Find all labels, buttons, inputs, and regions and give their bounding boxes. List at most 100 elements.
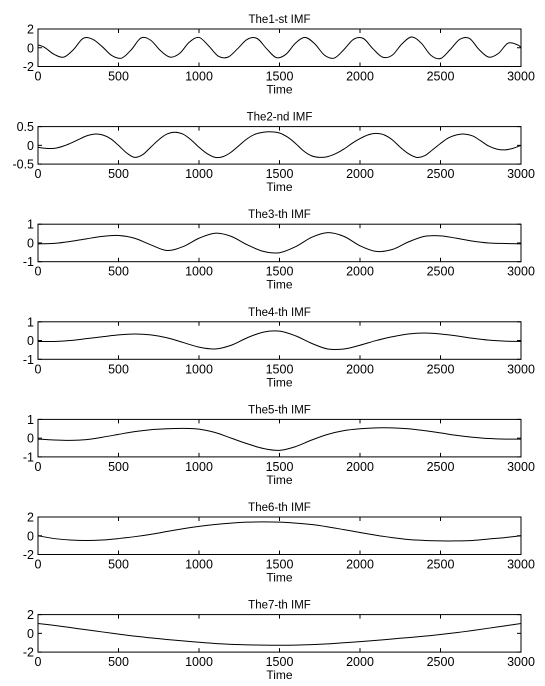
x-tick-label: 1500 [266, 167, 294, 181]
x-tick-label: 1500 [266, 265, 294, 279]
x-axis-label: Time [266, 473, 293, 487]
y-tick-label: 0 [27, 334, 34, 348]
panel-title: The7-th IMF [248, 600, 311, 612]
y-tick-label: 0 [27, 432, 34, 446]
x-tick-label: 3000 [507, 167, 535, 181]
x-tick-label: 1500 [266, 655, 294, 669]
y-tick-label: 1 [27, 413, 34, 427]
x-tick-label: 0 [35, 265, 42, 279]
x-tick-label: 3000 [507, 70, 535, 84]
y-tick-label: -1 [23, 353, 34, 367]
y-tick-label: 0.5 [17, 120, 34, 134]
x-tick-label: 2000 [346, 167, 374, 181]
x-tick-label: 2000 [346, 558, 374, 572]
y-tick-label: -0.5 [12, 158, 34, 172]
x-tick-label: 0 [35, 167, 42, 181]
x-tick-label: 3000 [507, 655, 535, 669]
plot-area [37, 418, 522, 458]
x-tick-label: 1000 [185, 558, 213, 572]
y-tick-label: 0 [27, 139, 34, 153]
x-axis-label: Time [266, 668, 293, 682]
x-tick-label: 2500 [427, 655, 455, 669]
x-tick-label: 2500 [427, 265, 455, 279]
x-axis-label: Time [266, 375, 293, 389]
x-tick-label: 500 [108, 167, 129, 181]
x-tick-label: 1500 [266, 70, 294, 84]
x-tick-label: 0 [35, 460, 42, 474]
imf-series-line-4 [37, 330, 522, 351]
x-tick-label: 0 [35, 70, 42, 84]
y-tick-label: 2 [27, 608, 34, 622]
y-tick-label: 0 [27, 529, 34, 543]
x-tick-label: 2500 [427, 558, 455, 572]
y-tick-label: 2 [27, 511, 34, 525]
y-tick-label: 2 [27, 23, 34, 37]
x-tick-label: 1000 [185, 265, 213, 279]
x-tick-label: 500 [108, 655, 129, 669]
imf-series-line-6 [37, 521, 522, 542]
y-tick-label: -1 [23, 255, 34, 269]
y-tick-label: 1 [27, 315, 34, 329]
y-tick-label: 0 [27, 41, 34, 55]
imf-series-line-1 [37, 36, 522, 60]
plot-area [37, 321, 522, 360]
y-tick-label: 0 [27, 236, 34, 250]
y-tick-label: -2 [23, 548, 34, 562]
y-tick-label: -2 [23, 646, 34, 660]
x-tick-label: 3000 [507, 558, 535, 572]
x-tick-label: 0 [35, 362, 42, 376]
imf-series-line-3 [37, 232, 522, 254]
x-tick-label: 1000 [185, 460, 213, 474]
imf-series-line-5 [37, 427, 522, 451]
x-tick-label: 2500 [427, 167, 455, 181]
x-tick-label: 2500 [427, 460, 455, 474]
x-tick-label: 0 [35, 558, 42, 572]
x-tick-label: 2000 [346, 70, 374, 84]
x-tick-label: 500 [108, 558, 129, 572]
x-tick-label: 1000 [185, 70, 213, 84]
panel-title: The3-th IMF [248, 209, 311, 221]
x-tick-label: 1000 [185, 167, 213, 181]
y-tick-label: 0 [27, 627, 34, 641]
x-tick-label: 500 [108, 265, 129, 279]
x-tick-label: 1500 [266, 558, 294, 572]
panel-title: The5-th IMF [248, 404, 311, 416]
panel-title: The2-nd IMF [247, 112, 313, 124]
y-tick-label: 1 [27, 218, 34, 232]
y-tick-label: -1 [23, 450, 34, 464]
x-tick-label: 3000 [507, 460, 535, 474]
x-tick-label: 1500 [266, 362, 294, 376]
imf-series-line-7 [37, 623, 522, 646]
plot-area [37, 28, 522, 67]
x-tick-label: 500 [108, 460, 129, 474]
x-tick-label: 2000 [346, 362, 374, 376]
x-tick-label: 3000 [507, 265, 535, 279]
x-tick-label: 500 [108, 362, 129, 376]
x-tick-label: 2000 [346, 460, 374, 474]
plot-area [37, 223, 522, 263]
x-tick-label: 1000 [185, 655, 213, 669]
x-axis-label: Time [266, 571, 293, 585]
x-tick-label: 2000 [346, 655, 374, 669]
x-axis-label: Time [266, 83, 293, 97]
x-tick-label: 2000 [346, 265, 374, 279]
x-tick-label: 500 [108, 70, 129, 84]
panel-title: The4-th IMF [248, 307, 311, 319]
x-tick-label: 3000 [507, 362, 535, 376]
x-tick-label: 2500 [427, 70, 455, 84]
x-axis-label: Time [266, 180, 293, 194]
x-tick-label: 1500 [266, 460, 294, 474]
panel-title: The6-th IMF [248, 502, 311, 514]
x-tick-label: 0 [35, 655, 42, 669]
imf-series-line-2 [37, 131, 522, 159]
plot-area [37, 126, 522, 165]
panel-title: The1-st IMF [249, 14, 311, 26]
